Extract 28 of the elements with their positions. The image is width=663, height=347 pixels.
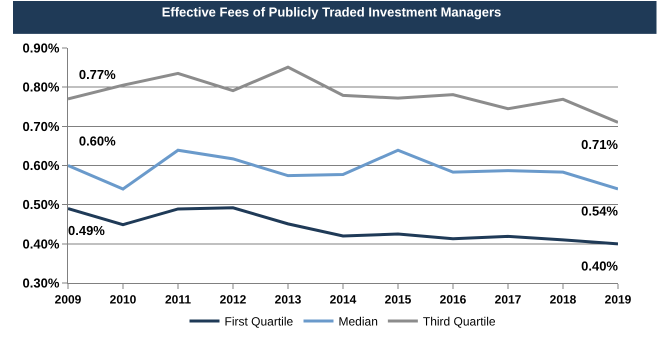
x-tick-label: 2012 (220, 292, 247, 306)
legend-label: Median (338, 314, 378, 329)
y-tick-label: 0.50% (22, 197, 60, 212)
y-tick-label: 0.40% (22, 236, 60, 252)
data-label: 0.60% (78, 133, 116, 148)
y-tick-label: 0.80% (22, 80, 60, 95)
x-tick-label: 2015 (384, 292, 412, 306)
legend-label: Third Quartile (422, 314, 496, 329)
x-tick-label: 2019 (604, 292, 632, 306)
y-tick-label: 0.70% (22, 118, 60, 134)
x-tick-label: 2017 (494, 292, 522, 306)
x-tick-label: 2014 (330, 292, 357, 306)
data-label: 0.77% (78, 66, 116, 82)
data-label: 0.71% (581, 137, 618, 152)
y-tick-label: 0.60% (22, 158, 60, 174)
x-tick-label: 2011 (164, 292, 192, 306)
y-tick-label: 0.90% (22, 40, 60, 56)
x-tick-label: 2016 (440, 292, 467, 306)
chart-title: Effective Fees of Publicly Traded Investment Managers (162, 4, 502, 20)
x-tick-label: 2010 (110, 292, 137, 306)
x-tick-label: 2013 (274, 292, 302, 306)
data-label: 0.54% (581, 204, 618, 219)
y-tick-label: 0.30% (22, 276, 60, 291)
legend-label: First Quartile (224, 314, 294, 329)
x-tick-label: 2009 (54, 292, 82, 306)
x-tick-label: 2018 (550, 292, 577, 306)
data-label: 0.49% (68, 223, 106, 238)
data-label: 0.40% (581, 258, 618, 274)
